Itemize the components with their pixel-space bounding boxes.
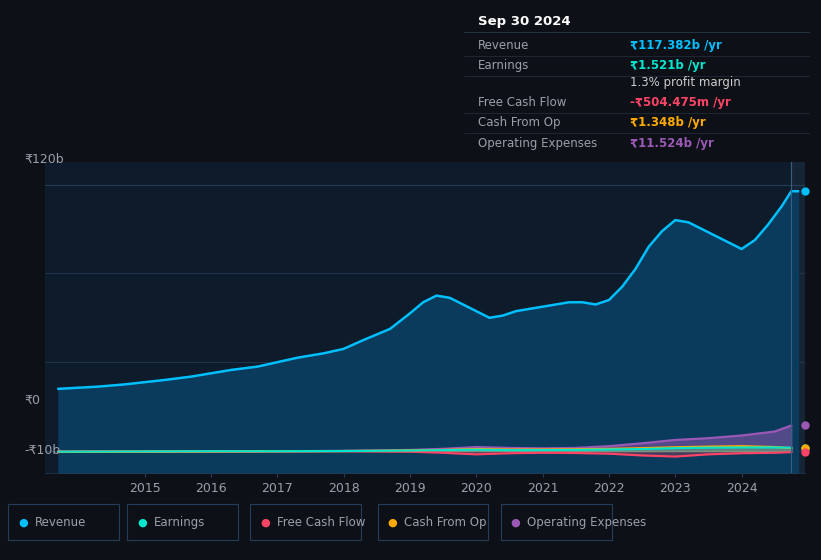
Text: Revenue: Revenue [34, 516, 86, 529]
Text: Cash From Op: Cash From Op [404, 516, 486, 529]
Text: Cash From Op: Cash From Op [478, 116, 560, 129]
Text: ●: ● [388, 517, 397, 528]
Text: Free Cash Flow: Free Cash Flow [478, 96, 566, 109]
Text: -₹504.475m /yr: -₹504.475m /yr [631, 96, 731, 109]
Text: Earnings: Earnings [154, 516, 205, 529]
Text: ●: ● [260, 517, 270, 528]
Text: 1.3% profit margin: 1.3% profit margin [631, 77, 741, 90]
Text: ●: ● [511, 517, 521, 528]
Text: ₹120b: ₹120b [25, 153, 64, 166]
Text: ●: ● [137, 517, 147, 528]
Text: ₹11.524b /yr: ₹11.524b /yr [631, 137, 714, 150]
Text: ●: ● [18, 517, 28, 528]
Text: Revenue: Revenue [478, 39, 529, 53]
Text: Sep 30 2024: Sep 30 2024 [478, 15, 571, 28]
Text: Free Cash Flow: Free Cash Flow [277, 516, 365, 529]
Bar [791, 162, 805, 473]
Text: Operating Expenses: Operating Expenses [527, 516, 646, 529]
Text: Operating Expenses: Operating Expenses [478, 137, 597, 150]
Text: -₹10b: -₹10b [25, 444, 61, 458]
Text: ₹1.521b /yr: ₹1.521b /yr [631, 59, 706, 72]
Text: Earnings: Earnings [478, 59, 529, 72]
Text: ₹1.348b /yr: ₹1.348b /yr [631, 116, 706, 129]
Text: ₹117.382b /yr: ₹117.382b /yr [631, 39, 722, 53]
Text: ₹0: ₹0 [25, 394, 40, 407]
